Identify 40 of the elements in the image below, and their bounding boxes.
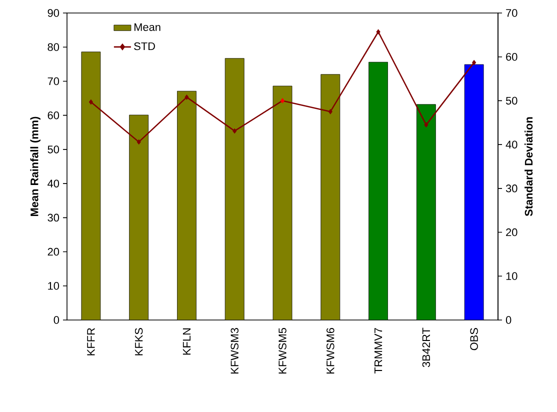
x-tick-label: KFLN	[182, 328, 190, 355]
y-tick-label: 10	[48, 282, 60, 290]
point	[88, 99, 94, 105]
x-tick-label: OBS	[470, 328, 478, 350]
point	[136, 139, 141, 145]
y2-tick-label: 50	[506, 96, 518, 105]
y-tick-label: 70	[48, 77, 60, 86]
y-tick-label: 90	[48, 9, 60, 17]
legend-label: Mean	[134, 23, 160, 31]
point	[472, 60, 476, 66]
y-tick-label: 80	[48, 43, 60, 51]
y2-tick-label: 0	[506, 316, 512, 324]
y-tick-label: 40	[48, 180, 60, 188]
y2-tick-label: 60	[506, 52, 518, 61]
x-tick-label: TRMMV7	[374, 328, 382, 374]
y2-axis-title: Standard Deviation	[524, 117, 533, 216]
y2-tick-label: 30	[506, 184, 518, 192]
point	[328, 108, 332, 114]
point	[376, 29, 380, 35]
y-tick-label: 0	[54, 316, 60, 324]
y2-tick-label: 40	[506, 140, 518, 148]
point	[280, 98, 285, 104]
x-tick-label: 3B42RT	[422, 328, 430, 368]
y-tick-label: 30	[48, 214, 60, 222]
x-tick-label: KFWSM6	[326, 328, 334, 374]
legend-label: STD	[134, 42, 155, 50]
point	[184, 94, 189, 100]
x-tick-label: KFKS	[134, 328, 143, 356]
x-tick-label: KFFR	[87, 328, 95, 356]
y-tick-label: 20	[48, 248, 60, 256]
y2-tick-label: 20	[506, 228, 518, 236]
y-axis-title: Mean Rainfall (mm)	[30, 116, 40, 216]
x-tick-label: KFWSM5	[278, 328, 286, 374]
x-tick-label: KFWSM3	[230, 328, 238, 374]
point	[424, 122, 428, 128]
y-tick-label: 50	[48, 146, 60, 154]
y-tick-label: 60	[48, 111, 60, 120]
y2-tick-label: 70	[506, 9, 518, 17]
y2-tick-label: 10	[506, 272, 518, 280]
point	[232, 128, 237, 134]
